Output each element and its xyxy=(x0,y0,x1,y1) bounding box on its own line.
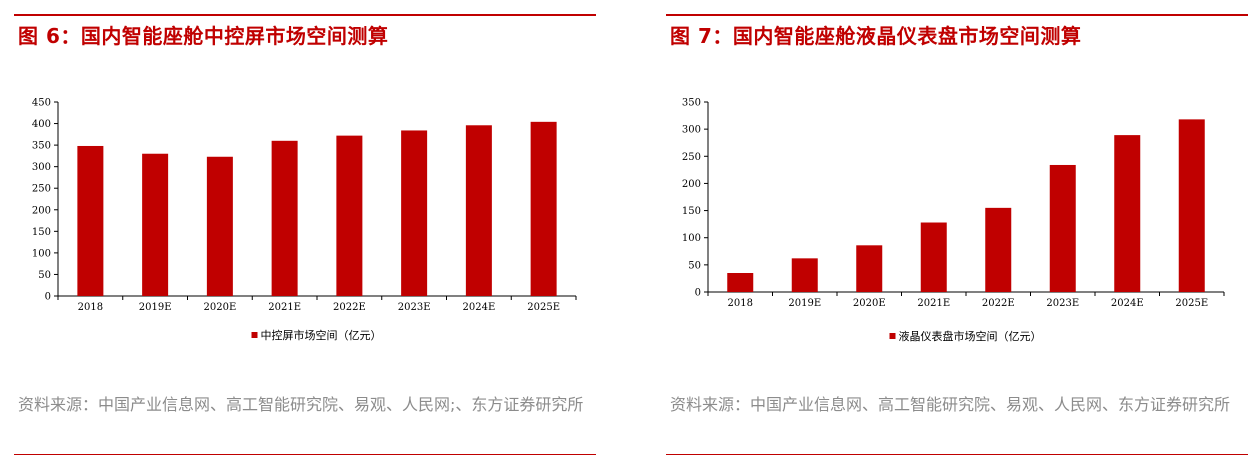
bar xyxy=(142,153,169,296)
figure-title: 图 6：国内智能座舱中控屏市场空间测算 xyxy=(18,24,389,48)
x-tick-label: 2019E xyxy=(139,302,172,313)
x-tick-label: 2021E xyxy=(917,298,950,309)
bar xyxy=(401,130,428,296)
x-tick-label: 2019E xyxy=(788,298,821,309)
y-tick-label: 250 xyxy=(682,152,701,163)
x-tick-label: 2023E xyxy=(398,302,431,313)
y-tick-label: 100 xyxy=(682,233,701,244)
x-tick-label: 2025E xyxy=(527,302,560,313)
top-rule xyxy=(14,14,596,16)
y-tick-label: 50 xyxy=(688,260,701,271)
x-tick-label: 2022E xyxy=(333,302,366,313)
y-tick-label: 350 xyxy=(32,141,51,152)
bar xyxy=(727,273,754,292)
y-tick-label: 350 xyxy=(682,98,701,109)
y-tick-label: 300 xyxy=(682,125,701,136)
x-tick-label: 2021E xyxy=(268,302,301,313)
y-tick-label: 0 xyxy=(695,288,701,299)
y-tick-label: 400 xyxy=(32,119,51,130)
bar xyxy=(856,245,883,292)
x-tick-label: 2023E xyxy=(1046,298,1079,309)
bar xyxy=(1178,119,1205,292)
figure-6-panel: 图 6：国内智能座舱中控屏市场空间测算 0 50 100 150 200 250 300 35… xyxy=(14,0,596,468)
x-tick-label: 2018 xyxy=(728,298,753,309)
bar xyxy=(920,222,947,292)
x-tick-label: 2020E xyxy=(204,302,237,313)
bar xyxy=(791,258,818,292)
figure-title: 图 7：国内智能座舱液晶仪表盘市场空间测算 xyxy=(670,24,1082,48)
y-tick-label: 150 xyxy=(32,227,51,238)
y-tick-label: 50 xyxy=(38,270,51,281)
y-tick-label: 0 xyxy=(45,292,51,303)
y-tick-label: 100 xyxy=(32,248,51,259)
x-tick-label: 2024E xyxy=(1111,298,1144,309)
source-note: 资料来源：中国产业信息网、高工智能研究院、易观、人民网;、东方证券研究所 xyxy=(18,395,584,414)
source-note: 资料来源：中国产业信息网、高工智能研究院、易观、人民网、东方证券研究所 xyxy=(670,395,1231,414)
bar xyxy=(77,145,104,296)
bar xyxy=(530,121,557,296)
x-tick-label: 2024E xyxy=(463,302,496,313)
legend-label: 液晶仪表盘市场空间（亿元） xyxy=(899,329,1042,343)
y-tick-label: 200 xyxy=(682,179,701,190)
x-tick-label: 2020E xyxy=(853,298,886,309)
bar-chart: 0 50 100 150 200 250 300 350 400 450 2018 2019E 2020… xyxy=(32,98,577,342)
bar xyxy=(985,207,1012,292)
legend-swatch xyxy=(889,333,896,339)
bottom-rule xyxy=(14,454,596,455)
bottom-rule xyxy=(666,454,1248,455)
x-tick-label: 2025E xyxy=(1175,298,1208,309)
x-tick-label: 2018 xyxy=(78,302,103,313)
bar xyxy=(465,125,492,296)
bar xyxy=(1114,135,1141,292)
bar xyxy=(336,135,363,296)
legend-swatch xyxy=(251,332,258,338)
y-tick-label: 150 xyxy=(682,206,701,217)
y-tick-label: 300 xyxy=(32,162,51,173)
y-tick-label: 450 xyxy=(32,98,51,109)
top-rule xyxy=(666,14,1248,16)
bar xyxy=(1049,164,1076,292)
bar-chart: 0 50 100 150 200 250 300 350 2018 2019E 2020E 2021E… xyxy=(682,98,1225,343)
y-tick-label: 250 xyxy=(32,184,51,195)
x-tick-label: 2022E xyxy=(982,298,1015,309)
y-tick-label: 200 xyxy=(32,205,51,216)
bar xyxy=(271,140,298,296)
legend-label: 中控屏市场空间（亿元） xyxy=(261,328,382,342)
bar xyxy=(206,156,233,296)
figure-7-panel: 图 7：国内智能座舱液晶仪表盘市场空间测算 0 50 100 150 200 250 300… xyxy=(666,0,1248,468)
